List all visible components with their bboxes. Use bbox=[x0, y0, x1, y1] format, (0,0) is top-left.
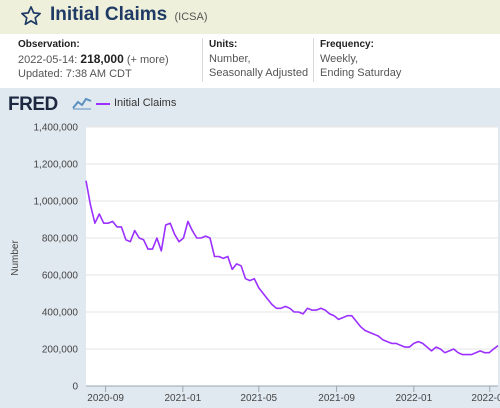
y-tick-label: 1,200,000 bbox=[34, 160, 79, 171]
units-label: Units: bbox=[209, 39, 238, 50]
series-line-initial-claims bbox=[85, 180, 499, 356]
x-tick-label: 2022-01 bbox=[395, 393, 432, 404]
y-axis-label: Number bbox=[10, 240, 21, 276]
x-tick-label: 2021-09 bbox=[318, 393, 355, 404]
frequency-line2: Ending Saturday bbox=[320, 67, 402, 79]
series-title: Initial Claims (ICSA) bbox=[50, 4, 207, 26]
y-axis-ticks: 0 200,000 400,000 600,000 800,000 1,000,000 1,… bbox=[34, 123, 79, 393]
y-tick-label: 1,400,000 bbox=[34, 123, 79, 134]
frequency-block: Frequency: Weekly, Ending Saturday bbox=[313, 38, 420, 82]
fred-logo[interactable]: FRED bbox=[8, 94, 58, 115]
legend-swatch bbox=[96, 103, 110, 105]
x-tick-label: 2022-05 bbox=[471, 393, 500, 404]
x-axis-ticks: 2020-09 2021-01 2021-05 2021-09 2022-01 2022-… bbox=[86, 385, 500, 404]
y-tick-label: 400,000 bbox=[42, 308, 79, 319]
star-icon[interactable] bbox=[20, 5, 42, 27]
x-tick-label: 2021-01 bbox=[164, 393, 201, 404]
observation-value: 218,000 bbox=[80, 52, 124, 66]
y-tick-label: 800,000 bbox=[42, 234, 79, 245]
series-id: (ICSA) bbox=[174, 11, 208, 23]
y-tick-label: 600,000 bbox=[42, 271, 79, 282]
updated-text: Updated: 7:38 AM CDT bbox=[18, 68, 132, 80]
units-line2: Seasonally Adjusted bbox=[209, 67, 309, 79]
units-line1: Number, bbox=[209, 53, 251, 65]
y-tick-label: 200,000 bbox=[42, 345, 79, 356]
units-block: Units: Number, Seasonally Adjusted bbox=[202, 38, 314, 82]
frequency-line1: Weekly, bbox=[320, 53, 359, 65]
title-text: Initial Claims bbox=[50, 4, 168, 25]
y-tick-label: 0 bbox=[72, 382, 78, 393]
x-tick-label: 2020-09 bbox=[87, 393, 124, 404]
observation-date: 2022-05-14: bbox=[18, 54, 78, 66]
observation-block: Observation: 2022-05-14: 218,000 (+ more… bbox=[18, 38, 193, 82]
fred-chart-icon bbox=[72, 97, 92, 110]
x-tick-label: 2021-05 bbox=[240, 393, 277, 404]
series-header bbox=[0, 0, 500, 34]
frequency-label: Frequency: bbox=[320, 39, 374, 50]
observation-label: Observation: bbox=[18, 39, 80, 50]
legend-label: Initial Claims bbox=[114, 97, 177, 109]
y-tick-label: 1,000,000 bbox=[34, 197, 79, 208]
more-link[interactable]: (+ more) bbox=[126, 54, 169, 66]
plot-background bbox=[86, 127, 498, 386]
observation-line: 2022-05-14: 218,000 (+ more) bbox=[18, 52, 193, 67]
